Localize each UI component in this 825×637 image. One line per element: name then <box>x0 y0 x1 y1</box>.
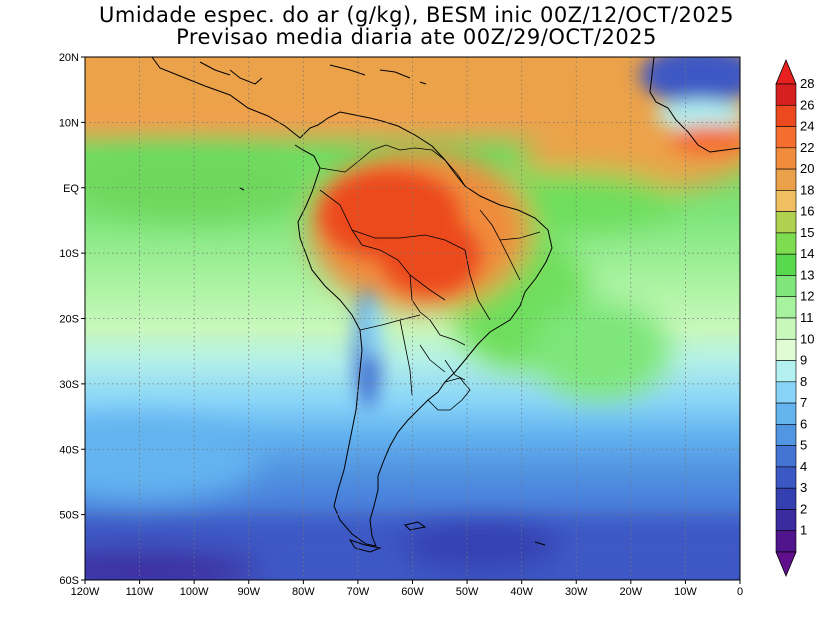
colorbar-label: 1 <box>800 523 807 538</box>
colorbar-segment <box>775 424 797 446</box>
lat-label: 20N <box>59 52 79 64</box>
colorbar-label: 26 <box>800 97 814 112</box>
lon-label: 80W <box>292 586 315 598</box>
colorbar-label: 9 <box>800 353 807 368</box>
colorbar-bottom-arrow <box>775 551 797 578</box>
colorbar-segment <box>775 147 797 170</box>
lon-label: 10W <box>674 586 697 598</box>
map-subtitle: Previsao media diaria ate 00Z/29/OCT/202… <box>176 25 657 49</box>
lon-label: 40W <box>510 586 533 598</box>
map-title: Umidade espec. do ar (g/kg), BESM inic 0… <box>99 3 734 27</box>
colorbar-label: 24 <box>800 119 814 134</box>
colorbar-segment <box>775 190 797 212</box>
lon-label: 90W <box>237 586 260 598</box>
colorbar-segment <box>775 317 797 340</box>
colorbar-segment <box>775 402 797 425</box>
colorbar-label: 3 <box>800 480 807 495</box>
colorbar-label: 15 <box>800 225 814 240</box>
colorbar-label: 13 <box>800 267 814 282</box>
lat-label: EQ <box>63 183 79 195</box>
lon-label: 70W <box>347 586 370 598</box>
colorbar-label: 11 <box>800 310 814 325</box>
colorbar-segment <box>775 360 797 383</box>
lon-label: 50W <box>456 586 479 598</box>
colorbar-segment <box>775 211 797 234</box>
colorbar-label: 14 <box>800 246 814 261</box>
colorbar-segment <box>775 509 797 532</box>
colorbar-segment <box>775 104 797 127</box>
lon-label: 0 <box>737 586 743 598</box>
lat-label: 10S <box>59 248 79 260</box>
colorbar-label: 7 <box>800 395 807 410</box>
colorbar-label: 8 <box>800 374 807 389</box>
colorbar-label: 2 <box>800 501 807 516</box>
colorbar-label: 12 <box>800 289 814 304</box>
colorbar-label: 18 <box>800 182 814 197</box>
colorbar-top-arrow <box>775 58 797 85</box>
colorbar-segment <box>775 253 797 276</box>
colorbar-segment <box>775 530 797 553</box>
lon-label: 120W <box>71 586 100 598</box>
latitude-labels: 20N 10N EQ 10S 20S 30S 40S 50S 60S <box>59 52 85 587</box>
lon-label: 30W <box>565 586 588 598</box>
colorbar-segment <box>775 296 797 319</box>
colorbar-label: 22 <box>800 140 814 155</box>
colorbar-segment <box>775 487 797 510</box>
lat-label: 30S <box>59 379 79 391</box>
graticule <box>85 57 740 580</box>
country-borders <box>319 144 541 411</box>
lat-label: 50S <box>59 510 79 522</box>
colorbar-segment <box>775 466 797 489</box>
lat-label: 10N <box>59 117 79 129</box>
colorbar-segment <box>775 275 797 298</box>
colorbar: 28 26 24 22 20 18 16 15 14 13 12 11 10 9 8 7 6 5 4 3 2 1 <box>775 58 814 578</box>
colorbar-segment <box>775 381 797 404</box>
colorbar-segment <box>775 338 797 361</box>
colorbar-label: 6 <box>800 416 807 431</box>
colorbar-segment <box>775 83 797 106</box>
colorbar-label: 10 <box>800 331 814 346</box>
coastlines <box>151 57 740 553</box>
colorbar-segment <box>775 232 797 255</box>
lon-label: 20W <box>620 586 643 598</box>
lon-label: 100W <box>180 586 209 598</box>
lon-label: 110W <box>126 586 155 598</box>
colorbar-segment <box>775 445 797 468</box>
lat-label: 40S <box>59 444 79 456</box>
colorbar-label: 28 <box>800 76 814 91</box>
colorbar-segment <box>775 168 797 191</box>
colorbar-segment <box>775 126 797 149</box>
lat-label: 60S <box>59 575 79 587</box>
colorbar-label: 5 <box>800 438 807 453</box>
colorbar-label: 4 <box>800 459 807 474</box>
colorbar-label: 16 <box>800 204 814 219</box>
colorbar-label: 20 <box>800 161 814 176</box>
longitude-labels: 120W 110W 100W 90W 80W 70W 60W 50W 40W 30W 20W 10W 0 <box>71 580 743 598</box>
lon-label: 60W <box>401 586 424 598</box>
lat-label: 20S <box>59 314 79 326</box>
